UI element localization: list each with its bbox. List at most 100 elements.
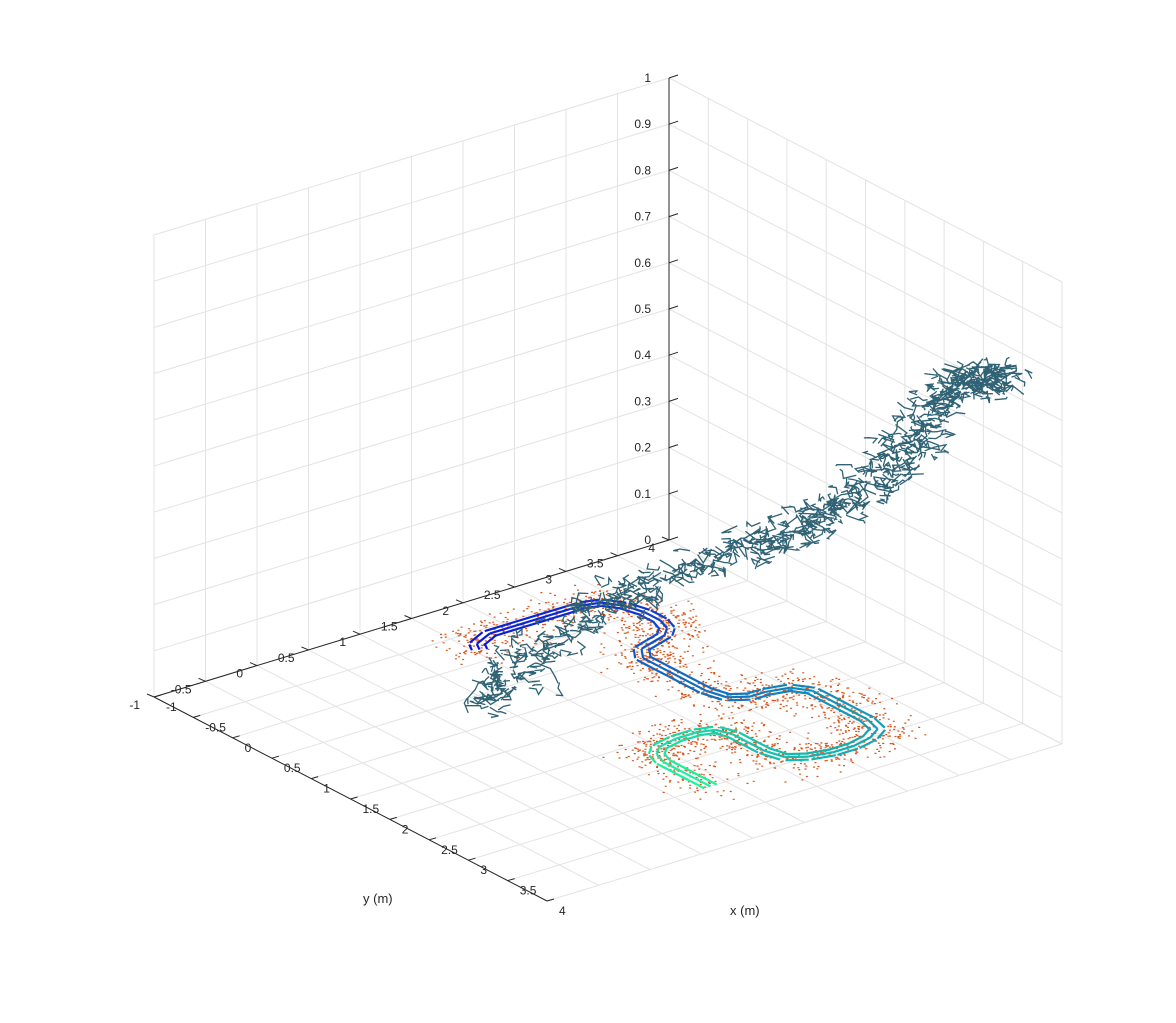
z-tick-label: 0 <box>644 533 651 547</box>
track-series <box>468 598 886 790</box>
track-segment <box>658 665 675 676</box>
track-segment <box>652 735 671 747</box>
track-segment <box>836 707 862 723</box>
grid-line <box>153 123 670 282</box>
grid-line <box>668 539 1063 745</box>
track-segment <box>719 726 738 733</box>
track-segment <box>493 628 516 638</box>
track-segment <box>680 671 713 690</box>
track-segment <box>696 728 716 734</box>
track-segment <box>618 606 641 616</box>
x-tick-label: 3.5 <box>520 884 537 898</box>
track-segment <box>763 749 786 759</box>
track-segment <box>663 627 669 636</box>
track-segment <box>694 777 712 788</box>
track-segment <box>655 753 665 763</box>
track-segment <box>727 698 751 702</box>
grid-line <box>668 262 1063 468</box>
grid-line <box>153 447 670 606</box>
x-tick-label: 0 <box>245 741 252 755</box>
track-segment <box>642 657 660 668</box>
track-segment <box>687 779 705 790</box>
x-tick-mark <box>350 796 358 800</box>
z-tick-mark <box>668 444 679 449</box>
track-segment <box>658 737 677 748</box>
track-segment <box>640 641 654 650</box>
y-tick-label: 0 <box>236 667 243 681</box>
track-segment <box>671 628 676 637</box>
track-segment <box>598 604 622 610</box>
track-segment <box>662 760 696 780</box>
track-segment <box>817 687 835 698</box>
grid-line <box>153 308 670 467</box>
x-axis-label: x (m) <box>730 903 760 918</box>
x-tick-mark <box>507 878 515 882</box>
grid-line <box>256 665 651 871</box>
y-tick-mark <box>301 646 309 651</box>
track-segment <box>832 745 854 754</box>
y-tick-label: -1 <box>129 698 140 712</box>
z-tick-label: 0.9 <box>634 117 651 131</box>
x-tick-mark <box>193 714 201 718</box>
track-segment <box>483 634 498 647</box>
z-tick-mark <box>668 166 679 171</box>
track-segment <box>475 643 481 651</box>
z-tick-mark <box>668 490 679 495</box>
track-segment <box>821 699 838 710</box>
track-segment <box>637 613 655 624</box>
grid <box>153 77 1063 902</box>
track-segment <box>842 706 868 721</box>
x-tick-mark <box>311 776 319 780</box>
track-segment <box>658 636 672 645</box>
grid-line <box>462 602 857 808</box>
track-segment <box>726 695 751 699</box>
grid-line <box>153 169 670 328</box>
grid-line <box>668 169 1063 375</box>
track-segment <box>476 632 491 645</box>
track-segment <box>644 611 661 622</box>
track-segment <box>663 752 672 762</box>
z-tick-mark <box>668 397 679 402</box>
x-tick-mark <box>153 694 162 698</box>
track-segment <box>861 727 872 738</box>
grid-line <box>668 447 1063 653</box>
z-tick-mark <box>668 120 679 125</box>
grid-line <box>668 216 1063 422</box>
y-tick-label: 3.5 <box>587 557 604 571</box>
x-tick-label: 3 <box>480 863 487 877</box>
track-segment <box>827 697 845 708</box>
track-segment <box>693 725 714 731</box>
x-tick-mark <box>468 857 476 861</box>
track-segment <box>785 758 809 762</box>
track-segment <box>837 747 859 756</box>
x-tick-label: 2.5 <box>441 843 458 857</box>
z-tick-label: 0.8 <box>634 163 651 177</box>
z-tick-label: 0.2 <box>634 441 651 455</box>
y-axis-label: y (m) <box>363 891 393 906</box>
y-tick-mark <box>661 536 670 541</box>
track-segment <box>489 626 511 635</box>
grid-line <box>153 400 670 559</box>
track-segment <box>715 728 733 736</box>
track-segment <box>648 754 657 764</box>
track-segment <box>514 616 557 631</box>
track-segment <box>664 663 682 674</box>
z-tick-label: 1 <box>644 71 651 85</box>
y-tick-label: 1 <box>339 635 346 649</box>
grid-line <box>153 216 670 375</box>
y-tick-label: 2.5 <box>484 588 501 602</box>
x-tick-label: 2 <box>402 822 409 836</box>
track-segment <box>792 683 815 689</box>
x-tick-mark <box>271 755 280 759</box>
track-segment <box>636 658 654 670</box>
track-segment <box>758 751 781 761</box>
z-tick-label: 0.4 <box>634 348 651 362</box>
grid-line <box>359 633 754 839</box>
track-segment <box>469 631 484 644</box>
y-tick-label: 3 <box>545 572 552 586</box>
track-segment <box>509 613 552 629</box>
z-tick-mark <box>668 74 679 79</box>
z-tick-mark <box>668 351 679 356</box>
x-tick-label: -1 <box>166 700 177 714</box>
grid-line <box>153 262 670 421</box>
